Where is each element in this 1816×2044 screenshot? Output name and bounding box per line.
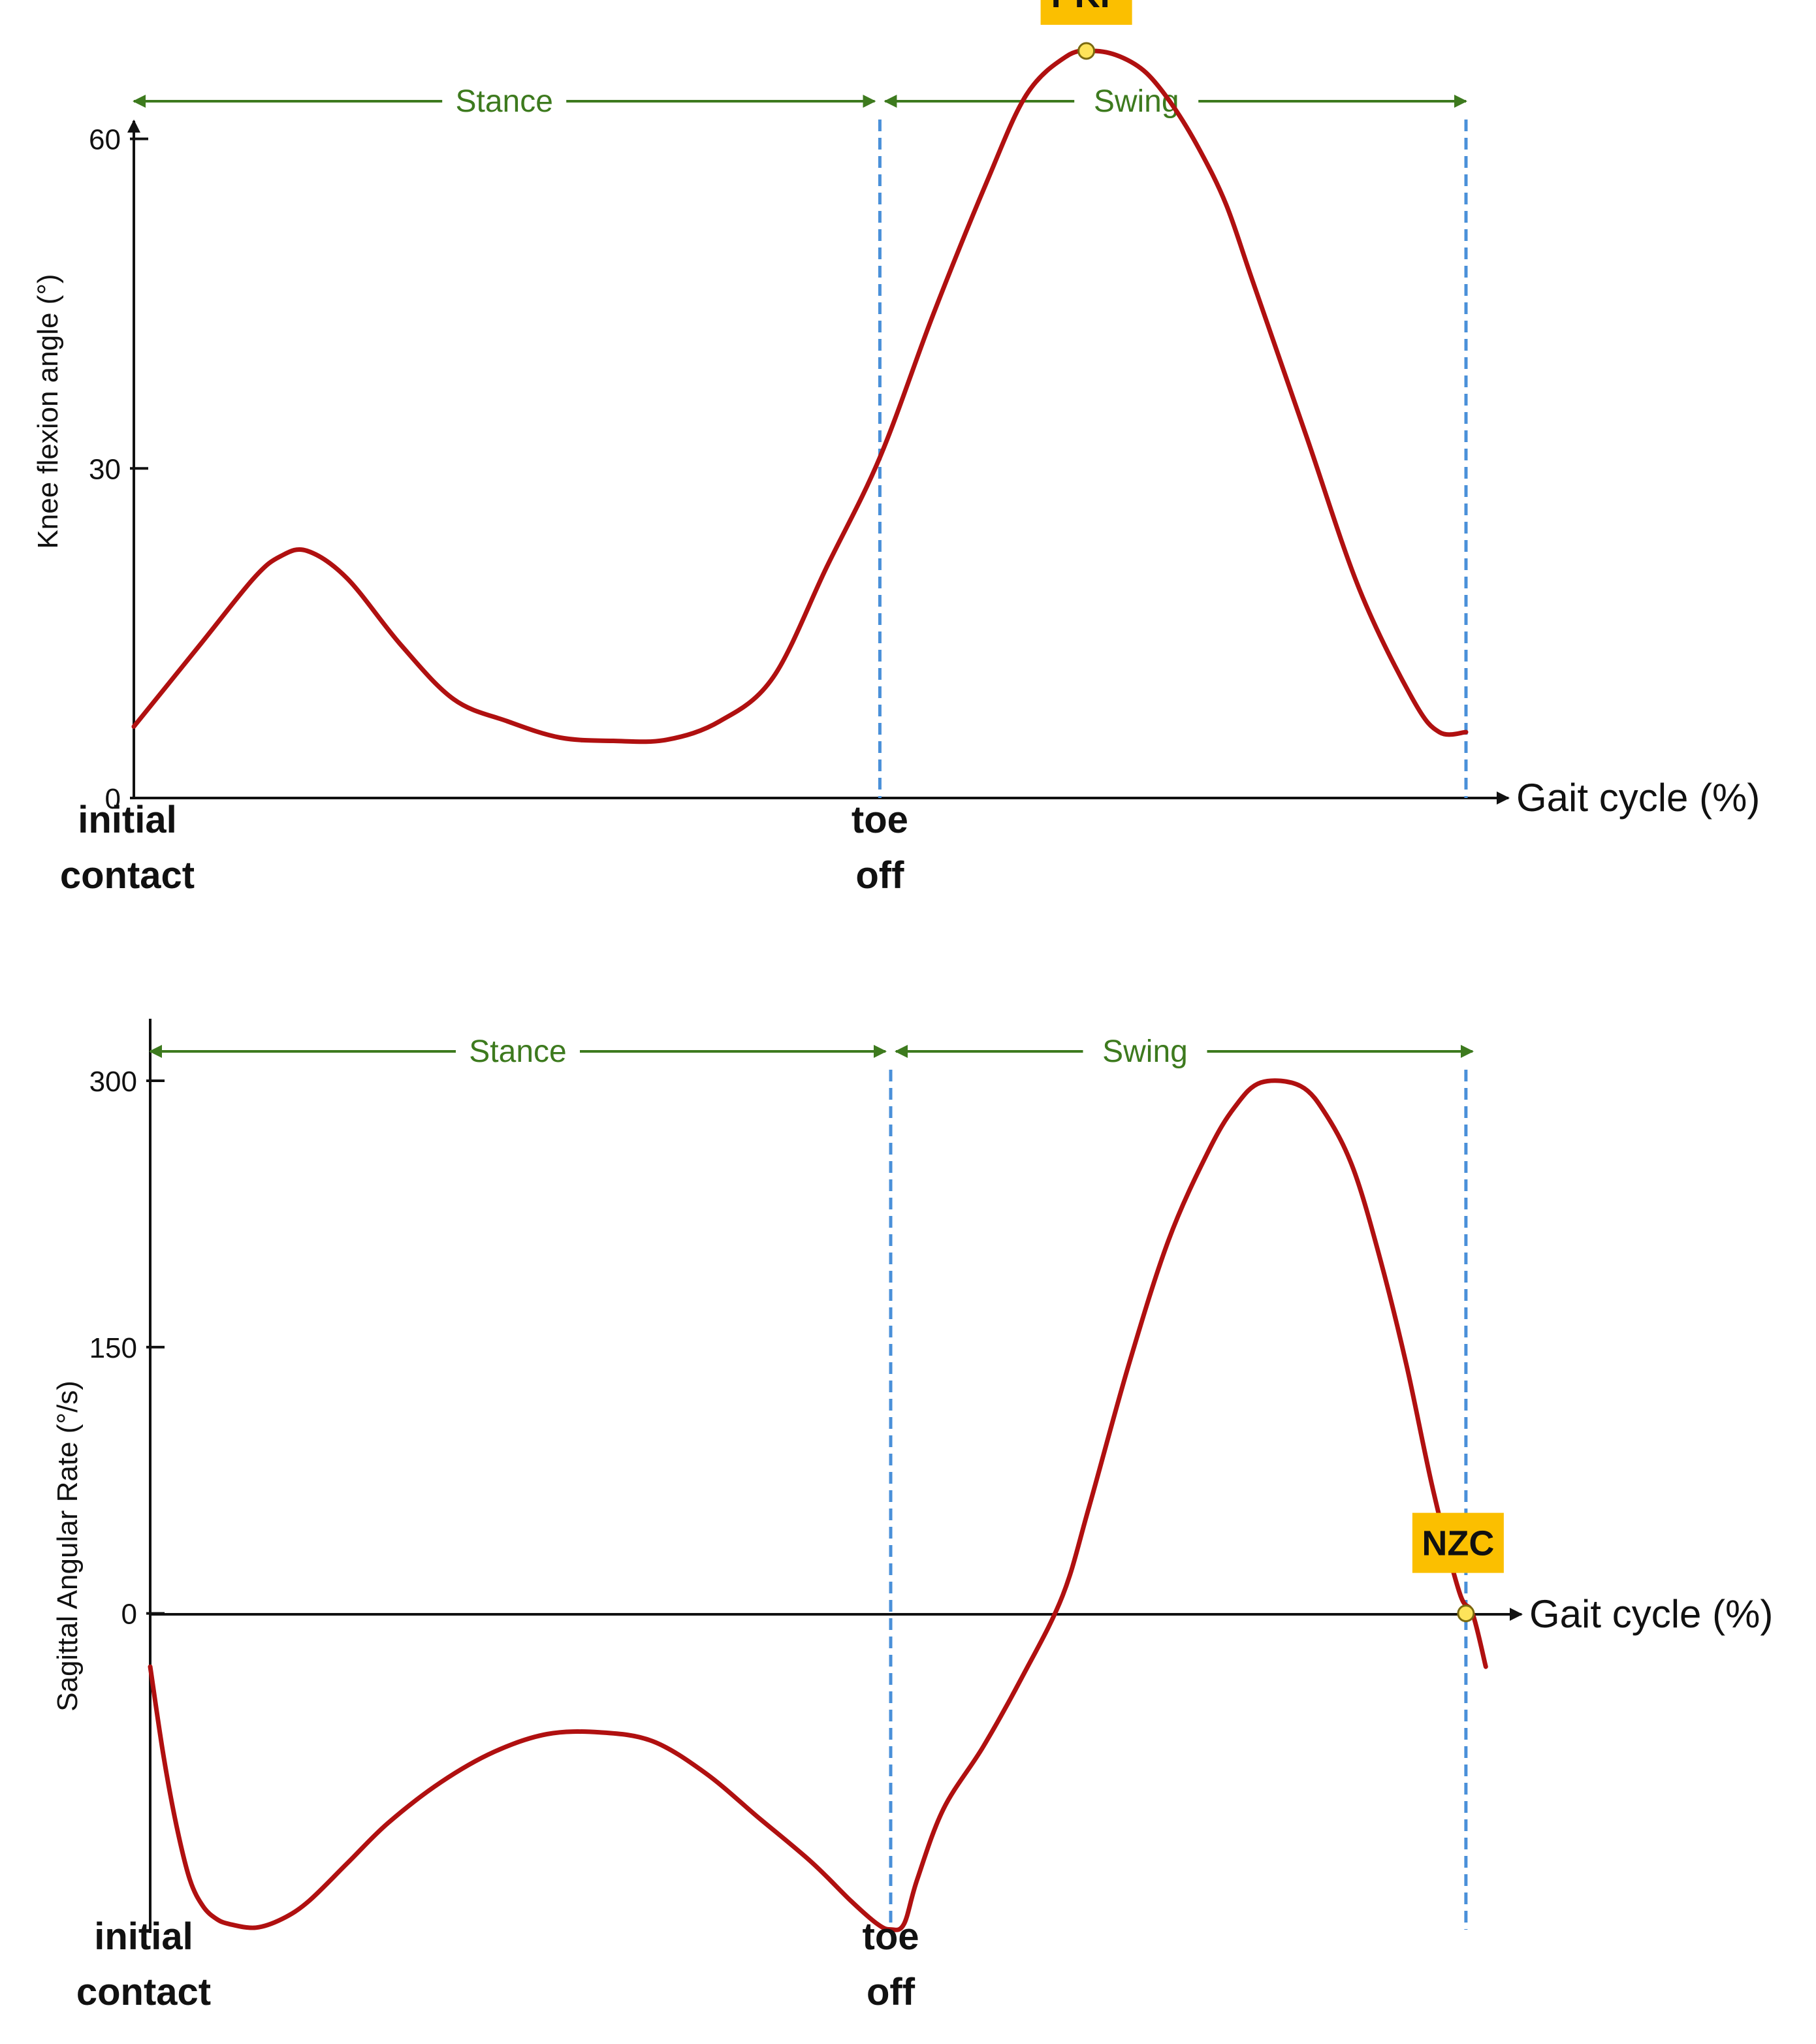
data-curve-line [131,48,1469,744]
phase-label: Swing [1102,1034,1188,1069]
annotation-label: PKF [1051,0,1122,15]
y-tick-label: 0 [105,783,121,815]
phase-label: Swing [1094,84,1179,119]
phase-label: Stance [455,84,552,119]
annotation-marker [1077,42,1096,60]
event-label-line2: off [855,854,904,897]
annotation-badge [1040,0,1132,25]
event-label-line2: contact [60,854,195,897]
data-curve-line [148,1078,1488,1932]
knee-angle-chart: 0 30 60 Knee flexion angle (°) Gait cycle (%… [32,0,1760,897]
y-tick-label: 150 [89,1332,137,1364]
y-axis-title: Sagittal Angular Rate (°/s) [52,1381,84,1712]
annotation-badge [1412,1512,1504,1573]
x-axis-title: Gait cycle (%) [1529,1592,1773,1636]
annotation-label: NZC [1422,1524,1494,1563]
phase-label: Stance [469,1034,566,1069]
y-tick-label: 30 [89,453,121,485]
x-axis-title: Gait cycle (%) [1516,776,1760,820]
event-label-line1: initial [78,799,176,841]
angular-rate-chart: 0 150 300 Sagittal Angular Rate (°/s) Gait c… [52,1019,1773,2013]
y-tick-label: 60 [89,124,121,156]
event-label-line1: toe [863,1915,919,1958]
event-label-line1: initial [94,1915,193,1958]
y-tick-label: 0 [121,1599,137,1631]
y-tick-label: 300 [89,1066,137,1098]
event-label-line2: off [867,1971,916,2013]
y-axis-title: Knee flexion angle (°) [32,274,64,549]
event-label-line2: contact [76,1971,211,2013]
event-label-line1: toe [852,799,908,841]
annotation-marker [1457,1605,1475,1623]
